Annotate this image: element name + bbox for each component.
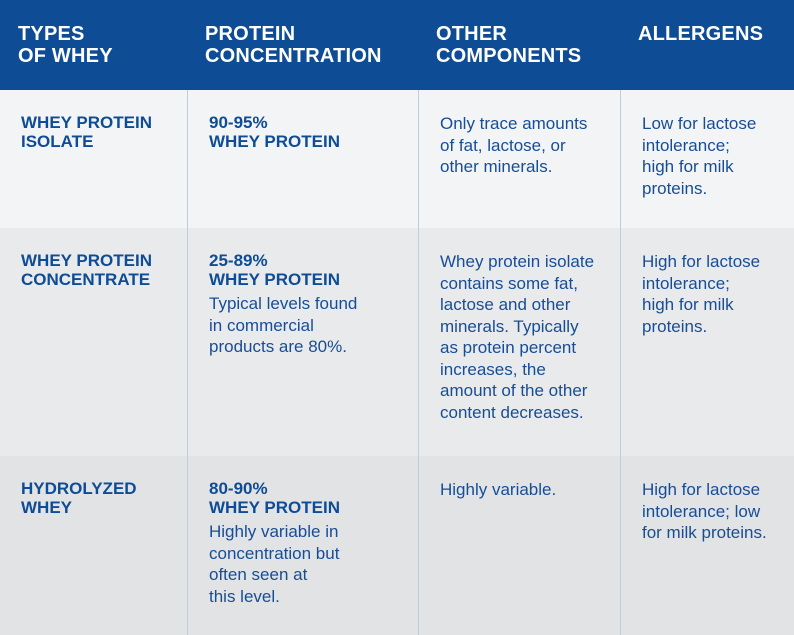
concentration-cell: 25-89% WHEY PROTEIN Typical levels found in… bbox=[187, 228, 418, 456]
allergens: High for lactose bbox=[642, 480, 761, 499]
other-components: other minerals. bbox=[440, 157, 553, 176]
other-cell: Only trace amounts of fat, lactose, or oth… bbox=[418, 90, 620, 228]
other-components: lactose and other bbox=[440, 295, 571, 314]
concentration-cell: 80-90% WHEY PROTEIN Highly variable in conc… bbox=[187, 456, 418, 635]
allergens: for milk proteins. bbox=[642, 523, 767, 542]
allergens: intolerance; bbox=[642, 135, 730, 155]
type-cell: WHEY PROTEIN CONCENTRATE bbox=[0, 228, 187, 456]
type-name: WHEY bbox=[21, 498, 72, 517]
concentration: 90-95% bbox=[209, 113, 268, 132]
allergens: proteins. bbox=[642, 178, 708, 198]
concentration-note: products are 80%. bbox=[209, 337, 347, 356]
table-row: WHEY PROTEIN CONCENTRATE 25-89% WHEY PROTEI… bbox=[0, 228, 794, 456]
type-name: CONCENTRATE bbox=[21, 270, 151, 289]
concentration-note: Highly variable in bbox=[209, 522, 339, 541]
type-name: WHEY PROTEIN bbox=[21, 113, 152, 132]
header-text: OTHER bbox=[436, 23, 507, 45]
allergens-cell: High for lactose intolerance; high for mil… bbox=[620, 228, 794, 456]
type-name: ISOLATE bbox=[21, 132, 94, 151]
other-components: as protein percent bbox=[440, 338, 577, 357]
type-name: HYDROLYZED bbox=[21, 479, 137, 498]
type-cell: HYDROLYZED WHEY bbox=[0, 456, 187, 635]
header-text: CONCENTRATION bbox=[205, 45, 382, 67]
concentration: 80-90% bbox=[209, 479, 268, 498]
other-components: Only trace amounts bbox=[440, 114, 588, 133]
allergens: High for lactose bbox=[642, 252, 761, 271]
allergens: proteins. bbox=[642, 316, 708, 336]
other-cell: Whey protein isolate contains some fat, la… bbox=[418, 228, 620, 456]
header-cell: TYPES OF WHEY bbox=[0, 0, 187, 90]
type-cell: WHEY PROTEIN ISOLATE bbox=[0, 90, 187, 228]
table-row: WHEY PROTEIN ISOLATE 90-95% WHEY PROTEIN Onl… bbox=[0, 90, 794, 228]
type-name: WHEY PROTEIN bbox=[21, 251, 152, 270]
concentration-note: often seen at bbox=[209, 565, 308, 584]
header-text: TYPES bbox=[18, 23, 85, 45]
allergens: intolerance; low bbox=[642, 501, 761, 521]
allergens-cell: High for lactose intolerance; low for milk… bbox=[620, 456, 794, 635]
allergens: high for milk bbox=[642, 295, 734, 314]
header-cell: PROTEIN CONCENTRATION bbox=[187, 0, 418, 90]
table-row: HYDROLYZED WHEY 80-90% WHEY PROTEIN Highly v… bbox=[0, 456, 794, 635]
allergens-cell: Low for lactose intolerance; high for milk… bbox=[620, 90, 794, 228]
header-row: TYPES OF WHEY PROTEIN CONCENTRATION OTHER COM… bbox=[0, 0, 794, 90]
other-components: Highly variable. bbox=[440, 480, 557, 499]
other-components: increases, the bbox=[440, 359, 546, 379]
concentration-cell: 90-95% WHEY PROTEIN bbox=[187, 90, 418, 228]
header-text: COMPONENTS bbox=[436, 45, 582, 67]
other-components: content decreases. bbox=[440, 402, 584, 422]
concentration-note: this level. bbox=[209, 586, 280, 606]
allergens: intolerance; bbox=[642, 273, 730, 293]
concentration: WHEY PROTEIN bbox=[209, 498, 340, 517]
concentration-note: in commercial bbox=[209, 315, 314, 335]
allergens: Low for lactose bbox=[642, 114, 757, 133]
other-components: Whey protein isolate bbox=[440, 252, 595, 271]
allergens: high for milk bbox=[642, 157, 734, 176]
concentration-note: concentration but bbox=[209, 543, 340, 563]
concentration: WHEY PROTEIN bbox=[209, 132, 340, 151]
concentration-note: Typical levels found bbox=[209, 294, 358, 313]
header-text: OF WHEY bbox=[18, 45, 113, 67]
header-text: PROTEIN bbox=[205, 23, 296, 45]
other-cell: Highly variable. bbox=[418, 456, 620, 635]
header-cell: OTHER COMPONENTS bbox=[418, 0, 620, 90]
other-components: contains some fat, bbox=[440, 273, 578, 293]
header-text: ALLERGENS bbox=[638, 23, 764, 45]
other-components: amount of the other bbox=[440, 381, 588, 400]
concentration: 25-89% bbox=[209, 251, 268, 270]
other-components: of fat, lactose, or bbox=[440, 135, 566, 155]
concentration: WHEY PROTEIN bbox=[209, 270, 340, 289]
header-cell: ALLERGENS bbox=[620, 0, 794, 90]
other-components: minerals. Typically bbox=[440, 316, 579, 336]
